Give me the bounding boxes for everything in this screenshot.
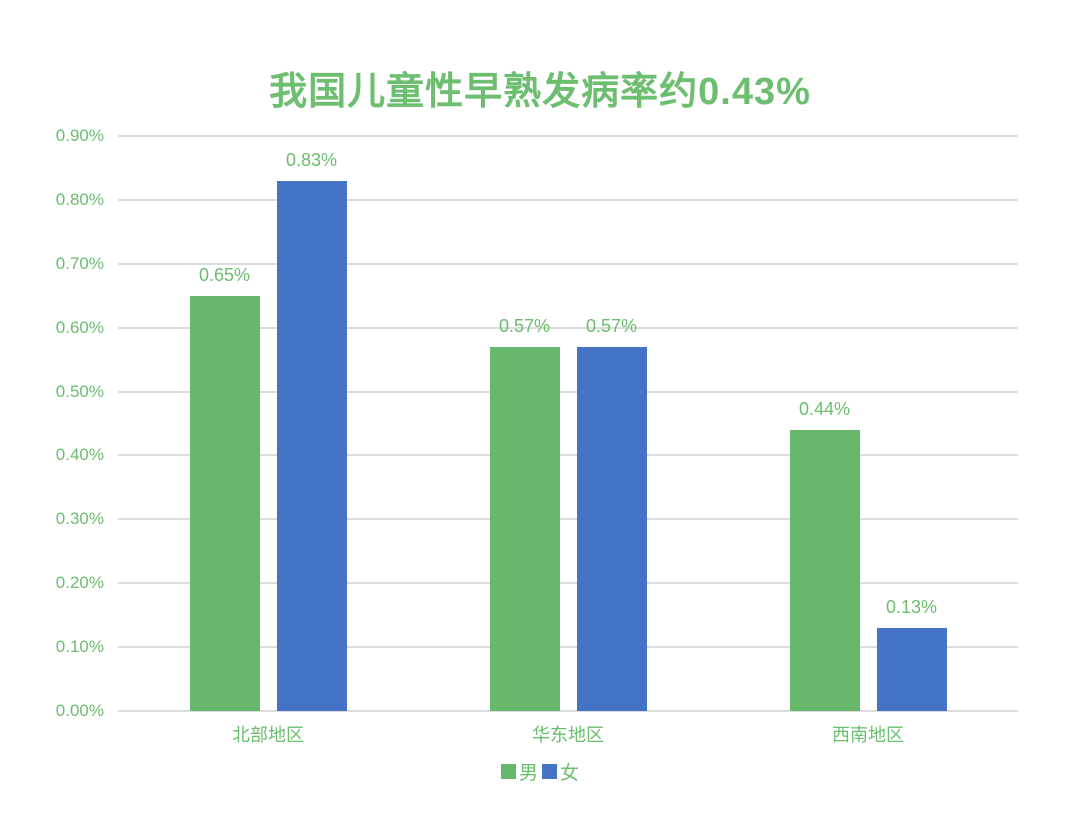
gridline-0.90%: [118, 135, 1018, 137]
y-tick-label-0.20%: 0.20%: [55, 573, 104, 593]
y-tick-label-0.90%: 0.90%: [55, 126, 104, 145]
gridline-0.60%: [118, 326, 1018, 329]
gridline-0.80%: [118, 198, 1018, 201]
bar-西南地区-女: [876, 627, 947, 711]
bar-value-label-西南地区-女: 0.13%: [885, 596, 938, 617]
y-tick-label-0.70%: 0.70%: [55, 253, 104, 273]
x-axis-label-西南地区: 西南地区: [832, 725, 904, 745]
y-tick-label-0.10%: 0.10%: [55, 637, 104, 657]
legend-item-男: 男: [500, 758, 538, 785]
gridline-0.30%: [118, 518, 1018, 521]
bar-value-label-华东地区-女: 0.57%: [585, 315, 638, 336]
gridline-0.70%: [118, 262, 1018, 265]
bar-value-label-华东地区-男: 0.57%: [498, 315, 551, 336]
y-tick-label-0.60%: 0.60%: [55, 317, 104, 337]
gridline-0.00%: [118, 710, 1018, 712]
legend-swatch-女: [542, 764, 557, 779]
y-tick-label-0.50%: 0.50%: [55, 381, 104, 401]
chart-title: 我国儿童性早熟发病率约0.43%: [269, 71, 811, 113]
bar-西南地区-男: [789, 429, 860, 711]
x-axis-label-华东地区: 华东地区: [532, 725, 604, 745]
bar-北部地区-男: [189, 295, 260, 711]
legend-label-女: 女: [560, 763, 580, 784]
bar-华东地区-女: [576, 346, 647, 711]
y-tick-label-0.30%: 0.30%: [55, 509, 104, 529]
legend: 男女: [0, 758, 1080, 785]
y-tick-label-0.80%: 0.80%: [55, 189, 104, 209]
bar-value-label-北部地区-女: 0.83%: [285, 149, 338, 170]
legend-swatch-男: [500, 764, 516, 779]
gridline-0.40%: [118, 454, 1018, 457]
bar-value-label-北部地区-男: 0.65%: [198, 264, 251, 285]
gridline-0.50%: [118, 390, 1018, 393]
bar-华东地区-男: [489, 346, 560, 711]
x-axis-label-北部地区: 北部地区: [232, 725, 304, 745]
y-tick-label-0.00%: 0.00%: [55, 701, 104, 720]
plot-area: 0.65% 0.83% 0.57% 0.57% 0.44% 0.13%: [118, 135, 1018, 712]
gridline-0.20%: [118, 582, 1018, 585]
legend-item-女: 女: [542, 758, 579, 785]
bar-value-label-西南地区-男: 0.44%: [798, 398, 851, 419]
bar-北部地区-女: [276, 180, 347, 711]
gridline-0.10%: [118, 646, 1018, 649]
legend-label-男: 男: [518, 763, 538, 784]
y-tick-label-0.40%: 0.40%: [55, 445, 104, 465]
